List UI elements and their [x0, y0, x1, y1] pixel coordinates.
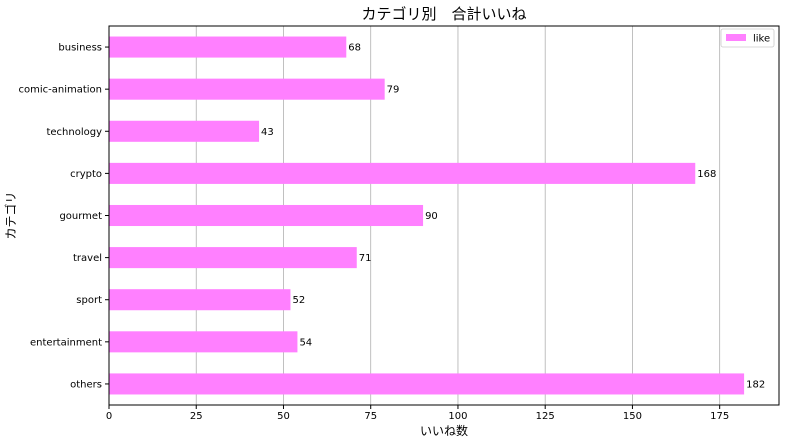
y-tick-label-travel: travel: [73, 253, 102, 264]
y-tick-label-technology: technology: [46, 127, 102, 138]
bar-comic-animation: [109, 78, 385, 100]
data-label-others: 182: [746, 379, 765, 390]
data-label-sport: 52: [292, 295, 305, 306]
y-tick-label-business: business: [58, 43, 102, 54]
data-label-business: 68: [348, 43, 361, 54]
axes: 0 25 50 75 100 125 150 175 business comic-animati…: [18, 25, 780, 422]
y-tick-label-sport: sport: [76, 295, 102, 306]
legend: like: [720, 28, 775, 48]
y-axis-label: カテゴリ: [3, 191, 18, 239]
y-tick-label-gourmet: gourmet: [59, 211, 102, 222]
y-tick-label-comic-animation: comic-animation: [18, 85, 102, 96]
bar-travel: [109, 247, 357, 269]
x-tick-label-75: 75: [364, 411, 377, 422]
x-tick-label-0: 0: [106, 411, 112, 422]
x-tick-label-100: 100: [448, 411, 467, 422]
data-label-entertainment: 54: [299, 337, 312, 348]
data-label-crypto: 168: [697, 169, 716, 180]
y-tick-label-entertainment: entertainment: [30, 337, 102, 348]
x-tick-label-25: 25: [190, 411, 203, 422]
bar-others: [109, 373, 745, 395]
bar-entertainment: [109, 331, 298, 353]
bar-business: [109, 36, 347, 58]
y-tick-label-crypto: crypto: [70, 169, 102, 180]
legend-label: like: [753, 34, 770, 45]
bar-technology: [109, 120, 260, 142]
legend-box: [720, 28, 775, 48]
x-tick-label-125: 125: [536, 411, 555, 422]
data-label-travel: 71: [359, 253, 372, 264]
y-tick-label-others: others: [70, 379, 102, 390]
x-tick-label-175: 175: [710, 411, 729, 422]
bar-gourmet: [109, 204, 424, 227]
data-label-technology: 43: [261, 127, 274, 138]
bars: [109, 36, 745, 395]
data-label-comic-animation: 79: [387, 85, 400, 96]
bar-sport: [109, 289, 291, 311]
data-labels: 68 79 43 168 90 71 52 54 182: [261, 43, 765, 391]
x-axis-label: いいね数: [420, 423, 468, 438]
chart-title: カテゴリ別 合計いいね: [361, 5, 526, 23]
x-tick-label-150: 150: [623, 411, 642, 422]
bar-crypto: [109, 162, 696, 184]
data-label-gourmet: 90: [425, 211, 438, 222]
legend-swatch: [726, 34, 746, 41]
x-tick-label-50: 50: [277, 411, 290, 422]
